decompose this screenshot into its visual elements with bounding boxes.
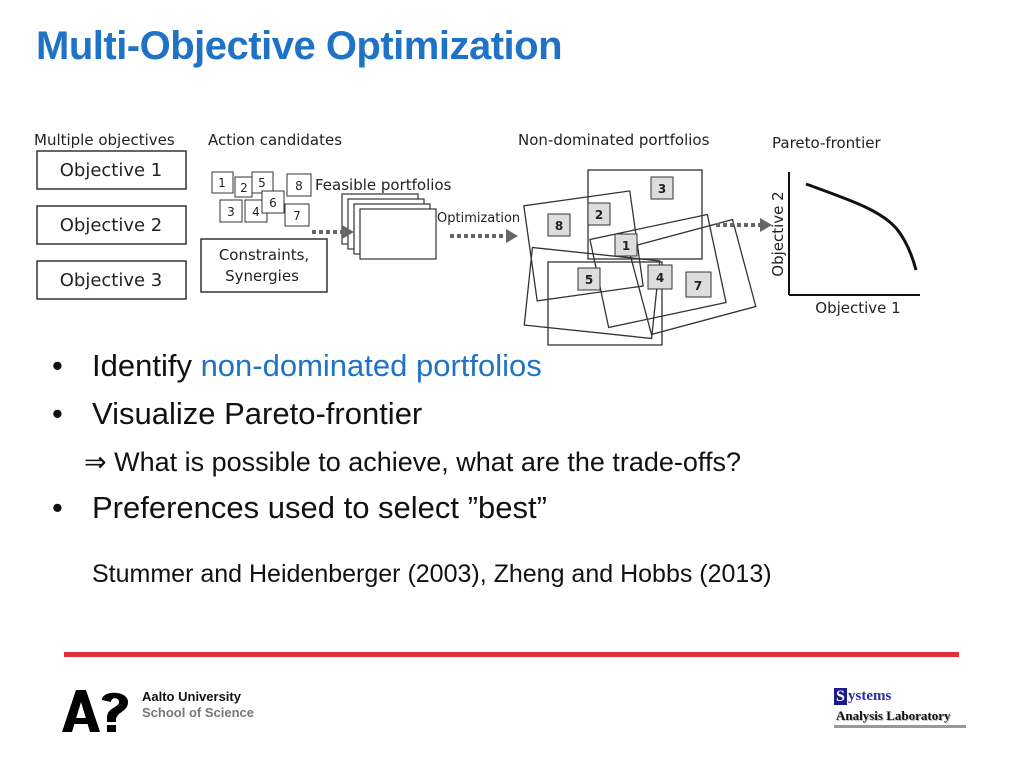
constraints-line-1: Constraints, [219, 246, 309, 264]
aalto-mark-icon [62, 690, 128, 732]
pareto-x-label: Objective 1 [815, 299, 900, 317]
bullet-dot: • [52, 396, 63, 431]
bullet-identify-prefix: Identify [92, 348, 201, 383]
candidate-5: 5 [258, 176, 266, 190]
bullet-preferences-text: Preferences used to select ”best” [92, 490, 547, 525]
candidate-6: 6 [269, 196, 277, 210]
nd-8: 8 [555, 219, 563, 233]
non-dominated-numbers: 3 8 2 1 5 4 7 [547, 176, 712, 298]
bullet-identify: • Identify non-dominated portfolios [52, 346, 992, 394]
objective-box-1: Objective 1 [36, 150, 187, 190]
bullet-dot: • [52, 348, 63, 383]
pareto-y-label: Objective 2 [769, 191, 787, 276]
constraints-box: Constraints, Synergies [200, 238, 328, 293]
nd-3: 3 [658, 182, 666, 196]
pareto-curve [805, 182, 918, 271]
bullet-dot: • [52, 490, 63, 525]
bullet-visualize-text: Visualize Pareto-frontier [92, 396, 423, 431]
pareto-heading: Pareto-frontier [772, 134, 881, 152]
objective-label-2: Objective 2 [60, 215, 163, 236]
bullet-preferences: • Preferences used to select ”best” [52, 488, 992, 536]
dotted-arrow-1 [312, 225, 354, 239]
candidate-8: 8 [295, 179, 303, 193]
feasible-portfolio-stack [341, 193, 437, 260]
action-candidates-heading: Action candidates [208, 131, 342, 149]
sal-systems-text: ystems [848, 688, 892, 704]
constraints-line-2: Synergies [225, 267, 299, 285]
aalto-university-name: Aalto University [142, 689, 241, 704]
bullet-identify-highlight: non-dominated portfolios [200, 348, 542, 383]
candidate-4: 4 [252, 205, 260, 219]
slide-title: Multi-Objective Optimization [36, 24, 563, 68]
sal-lab-text: Analysis Laboratory [836, 708, 951, 723]
feasible-portfolios-label: Feasible portfolios [315, 176, 452, 194]
dotted-arrow-2 [450, 229, 518, 243]
candidate-7: 7 [293, 209, 301, 223]
sal-underline [834, 725, 966, 728]
aalto-logo: Aalto University School of Science [62, 688, 292, 736]
non-dominated-frames [523, 169, 757, 346]
nd-2: 2 [595, 208, 603, 222]
objective-label-3: Objective 3 [60, 270, 163, 291]
nd-5: 5 [585, 273, 593, 287]
candidate-numbers: 1 2 5 8 3 4 6 7 [211, 171, 312, 227]
objective-box-2: Objective 2 [36, 205, 187, 245]
objective-label-1: Objective 1 [60, 160, 163, 181]
candidate-1: 1 [218, 176, 226, 190]
systems-analysis-lab-logo: S ystems Analysis Laboratory [834, 686, 974, 734]
non-dominated-heading: Non-dominated portfolios [518, 131, 710, 149]
sal-s-letter: S [834, 688, 847, 705]
multiple-objectives-heading: Multiple objectives [34, 131, 175, 149]
candidate-2: 2 [240, 181, 248, 195]
footer-divider [64, 652, 959, 657]
nd-1: 1 [622, 239, 630, 253]
optimization-label: Optimization [437, 211, 520, 226]
bullet-list: • Identify non-dominated portfolios • Vi… [52, 346, 992, 536]
nd-4: 4 [656, 271, 664, 285]
dotted-arrow-3 [716, 218, 772, 232]
candidate-3: 3 [227, 205, 235, 219]
portfolio-diagram: Multiple objectives Objective 1 Objectiv… [34, 131, 920, 346]
nd-7: 7 [694, 279, 702, 293]
bullet-visualize: • Visualize Pareto-frontier [52, 394, 992, 442]
aalto-school-name: School of Science [142, 705, 254, 720]
pareto-axes [788, 172, 920, 296]
objective-box-3: Objective 3 [36, 260, 187, 300]
bullet-visualize-sub: ⇒ What is possible to achieve, what are … [84, 447, 741, 477]
reference-text: Stummer and Heidenberger (2003), Zheng a… [92, 560, 772, 588]
